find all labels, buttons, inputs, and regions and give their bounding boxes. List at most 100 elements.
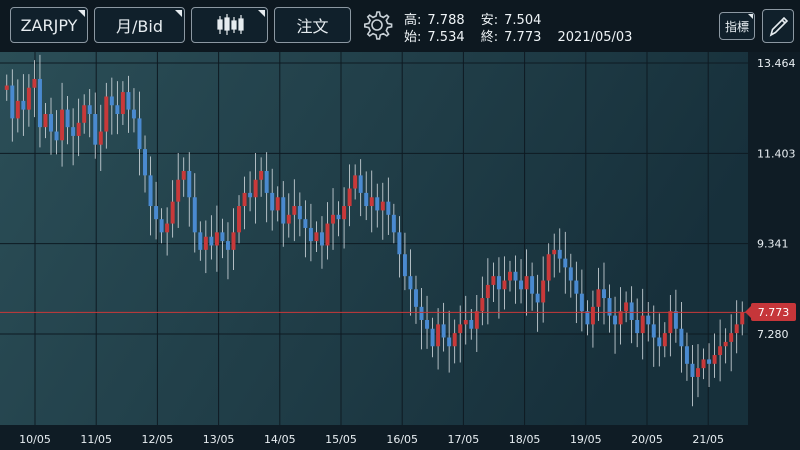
y-tick-label: 11.403 bbox=[757, 147, 796, 160]
candle-body bbox=[513, 271, 518, 281]
candle-body bbox=[447, 337, 452, 347]
candle-body bbox=[596, 289, 601, 307]
candle-body bbox=[159, 219, 164, 233]
x-tick-label: 18/05 bbox=[509, 433, 541, 446]
order-button[interactable]: 注文 bbox=[274, 7, 351, 43]
candle-body bbox=[4, 85, 9, 90]
candle-body bbox=[209, 236, 214, 246]
candle-body bbox=[496, 276, 501, 290]
candle-body bbox=[369, 197, 374, 207]
candle-body bbox=[325, 223, 330, 246]
candle-body bbox=[568, 267, 573, 281]
low-label: 安: bbox=[480, 13, 499, 28]
candle-body bbox=[71, 127, 76, 136]
candle-body bbox=[93, 114, 98, 145]
candle-body bbox=[413, 289, 418, 307]
period-label: 月/Bid bbox=[116, 17, 163, 36]
candle-body bbox=[165, 223, 170, 233]
symbol-label: ZARJPY bbox=[20, 15, 78, 35]
candle-body bbox=[131, 109, 136, 119]
candle-body bbox=[646, 315, 651, 325]
y-tick-label: 9.341 bbox=[757, 238, 789, 251]
candle-body bbox=[297, 206, 302, 220]
candle-body bbox=[331, 214, 336, 224]
candle-body bbox=[712, 355, 717, 364]
dropdown-corner-icon bbox=[78, 10, 85, 17]
y-axis: 13.464 11.403 9.341 7.280 bbox=[757, 57, 796, 341]
candle-body bbox=[507, 271, 512, 281]
toolbar: ZARJPY 月/Bid 注文 高: 7.788 安: 7.504 始: 7.534 … bbox=[0, 0, 800, 52]
candle-body bbox=[541, 280, 546, 303]
candle-body bbox=[170, 201, 175, 224]
x-tick-label: 12/05 bbox=[142, 433, 174, 446]
candle-body bbox=[425, 319, 430, 329]
candle-body bbox=[502, 280, 507, 290]
candle-body bbox=[358, 175, 363, 193]
draw-tool-button[interactable] bbox=[762, 9, 794, 43]
candle-body bbox=[441, 324, 446, 338]
candle-body bbox=[49, 114, 53, 132]
candle-body bbox=[270, 192, 275, 211]
close-value: 7.773 bbox=[504, 30, 542, 45]
candle-body bbox=[657, 337, 662, 347]
candle-body bbox=[87, 105, 92, 115]
candle-body bbox=[303, 219, 308, 228]
candle-body bbox=[469, 319, 474, 329]
candle-body bbox=[552, 249, 557, 255]
order-label: 注文 bbox=[296, 17, 329, 36]
candle-body bbox=[624, 302, 629, 312]
candle-body bbox=[391, 214, 396, 233]
price-chart[interactable]: 13.464 11.403 9.341 7.280 10/05 11/05 12/05 13… bbox=[0, 52, 800, 450]
candle-series bbox=[4, 54, 745, 407]
candle-body bbox=[347, 188, 352, 207]
candle-body bbox=[397, 232, 402, 255]
period-selector-button[interactable]: 月/Bid bbox=[94, 7, 185, 43]
candle-body bbox=[618, 311, 623, 325]
indicator-button[interactable]: 指標 bbox=[719, 12, 755, 40]
candle-body bbox=[519, 280, 524, 290]
candle-body bbox=[491, 276, 496, 285]
candle-body bbox=[574, 280, 579, 294]
candle-body bbox=[37, 78, 42, 128]
candle-body bbox=[635, 319, 640, 334]
indicator-label: 指標 bbox=[724, 19, 749, 34]
current-price-tag: 7.773 bbox=[745, 303, 796, 322]
candle-body bbox=[26, 87, 31, 110]
candle-body bbox=[613, 315, 618, 325]
candle-body bbox=[214, 232, 219, 246]
candle-body bbox=[452, 333, 457, 347]
candle-body bbox=[253, 179, 258, 198]
candle-body bbox=[43, 114, 48, 128]
chart-type-button[interactable] bbox=[191, 7, 268, 43]
candle-body bbox=[242, 192, 247, 207]
candle-body bbox=[314, 232, 319, 242]
candle-body bbox=[98, 131, 103, 145]
x-tick-label: 21/05 bbox=[692, 433, 724, 446]
candle-body bbox=[629, 302, 634, 320]
symbol-selector-button[interactable]: ZARJPY bbox=[10, 7, 88, 43]
candle-body bbox=[353, 175, 358, 189]
x-axis: 10/05 11/05 12/05 13/05 14/05 15/05 16/05 17/05… bbox=[19, 433, 724, 446]
x-tick-label: 10/05 bbox=[19, 433, 51, 446]
candle-body bbox=[76, 122, 81, 136]
candle-body bbox=[231, 232, 236, 250]
candle-body bbox=[336, 214, 341, 220]
high-value: 7.788 bbox=[427, 13, 465, 28]
candle-body bbox=[137, 118, 142, 150]
gear-icon[interactable] bbox=[361, 9, 393, 41]
candle-body bbox=[530, 276, 535, 294]
candle-body bbox=[701, 359, 706, 369]
candle-body bbox=[181, 170, 186, 180]
candle-body bbox=[707, 359, 712, 364]
candle-body bbox=[723, 341, 728, 347]
candle-body bbox=[662, 333, 667, 347]
candle-body bbox=[546, 254, 551, 281]
candle-body bbox=[187, 170, 192, 198]
candle-body bbox=[386, 201, 391, 215]
high-label: 高: bbox=[404, 13, 422, 28]
candle-body bbox=[718, 346, 723, 356]
candle-body bbox=[579, 293, 584, 312]
y-tick-label: 7.280 bbox=[757, 328, 789, 341]
candle-body bbox=[248, 192, 253, 198]
candle-body bbox=[696, 368, 700, 377]
